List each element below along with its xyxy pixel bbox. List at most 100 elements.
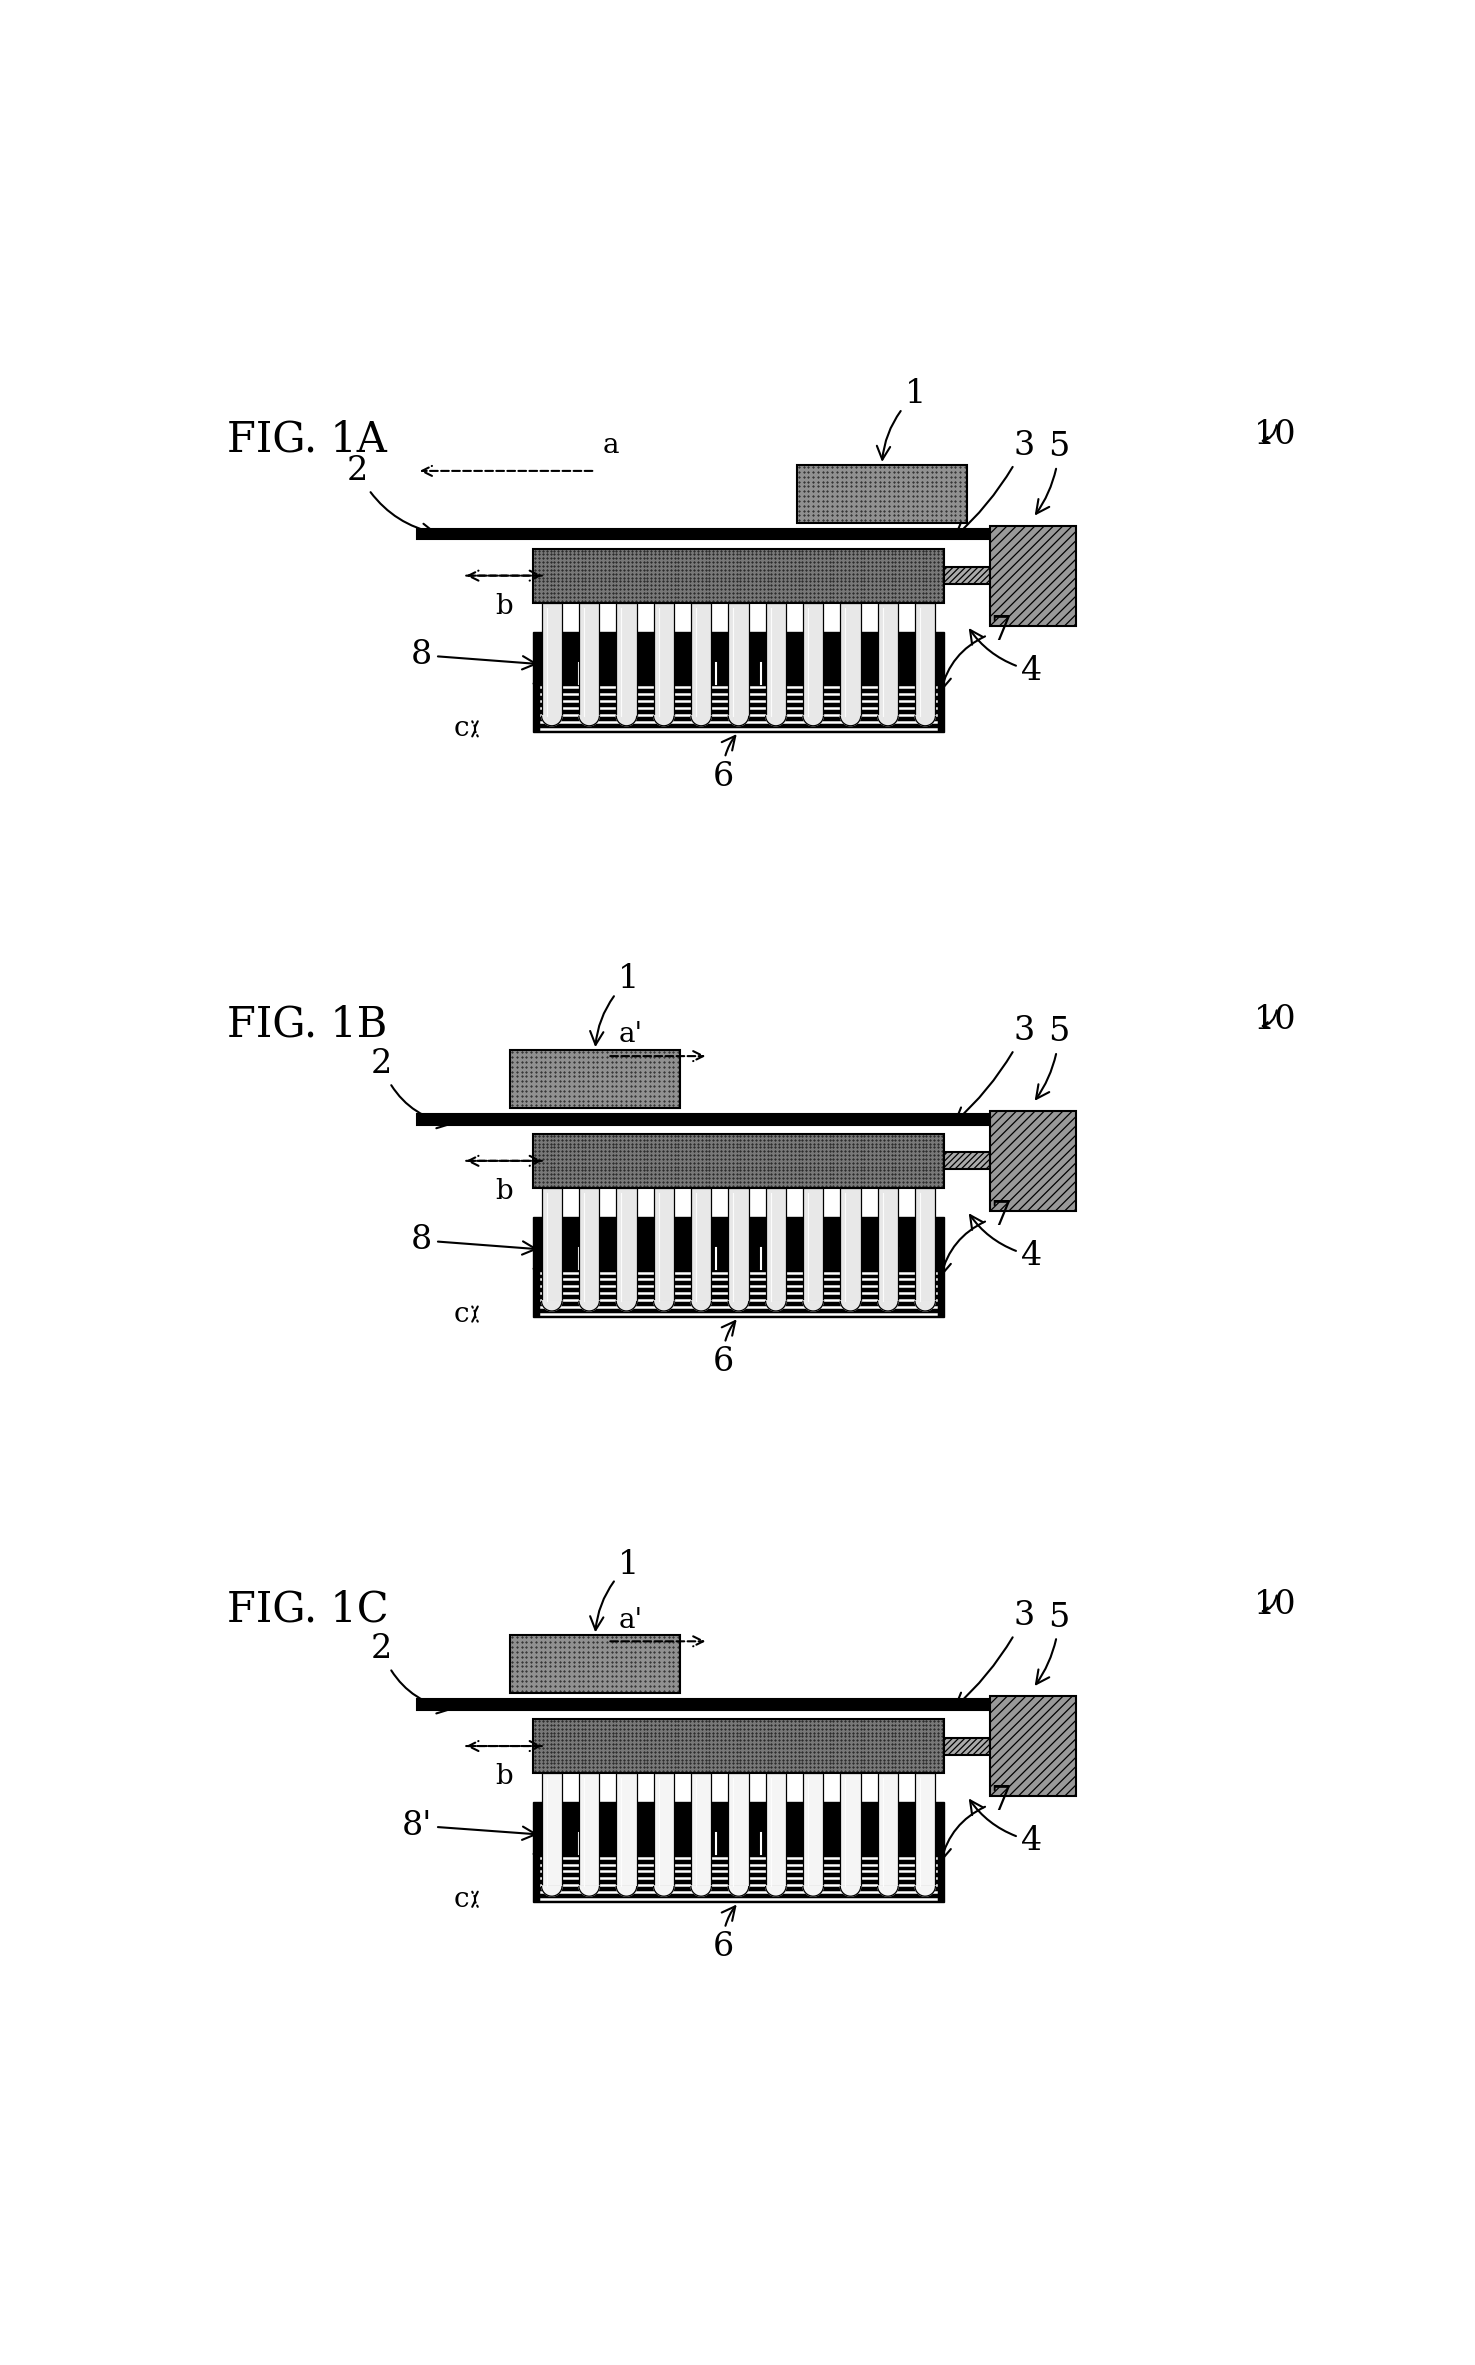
Bar xyxy=(802,1187,823,1301)
Polygon shape xyxy=(624,1220,670,1270)
Polygon shape xyxy=(617,717,637,726)
Bar xyxy=(878,603,898,717)
Text: c: c xyxy=(453,714,469,743)
Polygon shape xyxy=(878,1885,898,1897)
Polygon shape xyxy=(578,1885,599,1897)
Bar xyxy=(944,568,990,584)
Text: c: c xyxy=(453,1301,469,1327)
Polygon shape xyxy=(670,634,715,683)
Text: 4: 4 xyxy=(971,1216,1043,1272)
Text: 2: 2 xyxy=(347,454,435,537)
Text: 5: 5 xyxy=(1035,1017,1069,1100)
Bar xyxy=(690,1774,711,1885)
Bar xyxy=(878,1187,898,1301)
Bar xyxy=(578,1187,599,1301)
Bar xyxy=(990,1112,1075,1211)
Text: 10: 10 xyxy=(1254,1003,1297,1036)
Bar xyxy=(541,1774,562,1885)
Polygon shape xyxy=(841,1301,861,1310)
Polygon shape xyxy=(532,1804,578,1854)
Bar xyxy=(944,1738,990,1755)
Polygon shape xyxy=(898,1804,944,1854)
Bar xyxy=(578,1774,599,1885)
Bar xyxy=(541,603,562,717)
Bar xyxy=(990,1112,1075,1211)
Bar xyxy=(944,1152,990,1168)
Text: b: b xyxy=(496,1178,513,1204)
Bar xyxy=(914,603,935,717)
Bar xyxy=(690,1187,711,1301)
Text: 1: 1 xyxy=(590,963,640,1045)
Polygon shape xyxy=(670,1804,715,1854)
Bar xyxy=(617,603,637,717)
Polygon shape xyxy=(624,634,670,683)
Polygon shape xyxy=(578,717,599,726)
Polygon shape xyxy=(841,717,861,726)
Text: 10: 10 xyxy=(1254,419,1297,452)
Text: 8: 8 xyxy=(412,1225,535,1256)
Polygon shape xyxy=(914,1885,935,1897)
Bar xyxy=(802,1774,823,1885)
Polygon shape xyxy=(766,717,786,726)
Bar xyxy=(532,1218,944,1270)
Bar xyxy=(990,1696,1075,1795)
Text: b: b xyxy=(496,1762,513,1790)
Bar xyxy=(990,1696,1075,1795)
Polygon shape xyxy=(853,1804,898,1854)
Polygon shape xyxy=(617,1301,637,1310)
Text: 5: 5 xyxy=(1035,1601,1069,1684)
Polygon shape xyxy=(541,1301,562,1310)
Text: 4: 4 xyxy=(971,1800,1043,1857)
Bar xyxy=(729,1187,749,1301)
Text: a': a' xyxy=(618,1606,643,1634)
Bar xyxy=(510,1634,680,1693)
Polygon shape xyxy=(853,1220,898,1270)
Text: FIG. 1C: FIG. 1C xyxy=(227,1589,388,1632)
Polygon shape xyxy=(729,717,749,726)
Text: 3: 3 xyxy=(956,1601,1035,1708)
Polygon shape xyxy=(715,1804,761,1854)
Bar xyxy=(690,603,711,717)
Text: 4: 4 xyxy=(971,629,1043,686)
Text: FIG. 1B: FIG. 1B xyxy=(227,1003,388,1045)
Bar xyxy=(578,603,599,717)
Bar xyxy=(729,603,749,717)
Bar xyxy=(532,1854,944,1901)
Polygon shape xyxy=(617,1885,637,1897)
Polygon shape xyxy=(807,1220,853,1270)
Text: 2: 2 xyxy=(370,1048,450,1128)
Text: 7: 7 xyxy=(938,615,1012,691)
Bar xyxy=(532,1802,944,1854)
Text: 10: 10 xyxy=(1254,1589,1297,1620)
Polygon shape xyxy=(802,717,823,726)
Bar xyxy=(617,1187,637,1301)
Text: 1: 1 xyxy=(876,378,926,459)
Polygon shape xyxy=(715,1220,761,1270)
Polygon shape xyxy=(898,634,944,683)
Bar xyxy=(766,603,786,717)
Bar xyxy=(914,1187,935,1301)
Text: 1: 1 xyxy=(590,1549,640,1629)
Polygon shape xyxy=(914,717,935,726)
Polygon shape xyxy=(715,634,761,683)
Text: 6: 6 xyxy=(712,1906,735,1963)
Text: a: a xyxy=(602,433,620,459)
Polygon shape xyxy=(914,1301,935,1310)
Text: a': a' xyxy=(618,1022,643,1048)
Polygon shape xyxy=(578,1804,624,1854)
Polygon shape xyxy=(690,1301,711,1310)
Polygon shape xyxy=(898,1220,944,1270)
Text: 3: 3 xyxy=(956,1015,1035,1121)
Bar xyxy=(878,1774,898,1885)
Bar xyxy=(532,683,944,731)
Text: FIG. 1A: FIG. 1A xyxy=(227,419,386,461)
Bar xyxy=(729,1774,749,1885)
Bar xyxy=(766,1187,786,1301)
Bar xyxy=(532,631,944,683)
Polygon shape xyxy=(766,1885,786,1897)
Text: 6: 6 xyxy=(712,1322,735,1379)
Polygon shape xyxy=(841,1885,861,1897)
Polygon shape xyxy=(802,1885,823,1897)
Polygon shape xyxy=(541,1885,562,1897)
Text: 2: 2 xyxy=(370,1634,450,1712)
